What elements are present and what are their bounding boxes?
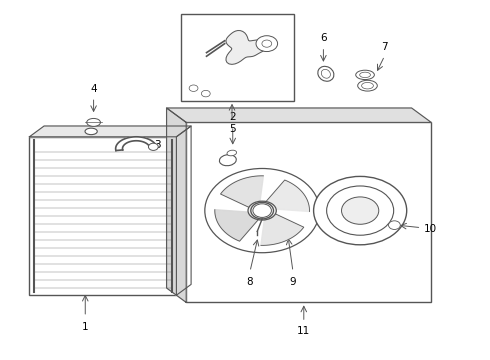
Polygon shape [261, 212, 304, 246]
Ellipse shape [318, 66, 334, 81]
Text: 3: 3 [154, 140, 161, 150]
Ellipse shape [85, 128, 97, 135]
Text: 5: 5 [229, 124, 235, 134]
Polygon shape [226, 31, 269, 64]
Ellipse shape [248, 201, 276, 220]
Circle shape [327, 186, 393, 235]
Text: 10: 10 [424, 224, 437, 234]
Circle shape [205, 168, 319, 253]
Text: 11: 11 [297, 326, 311, 336]
Polygon shape [29, 126, 191, 137]
Ellipse shape [358, 80, 377, 91]
Ellipse shape [87, 118, 100, 126]
Bar [29, 137, 176, 295]
Polygon shape [264, 180, 310, 212]
Text: 6: 6 [320, 33, 327, 43]
Circle shape [253, 204, 271, 217]
Ellipse shape [321, 69, 330, 78]
Polygon shape [215, 210, 260, 241]
Ellipse shape [227, 150, 237, 156]
Circle shape [148, 143, 158, 150]
Circle shape [389, 221, 400, 229]
Circle shape [256, 36, 277, 51]
Text: 7: 7 [381, 42, 388, 52]
Circle shape [262, 40, 271, 47]
Polygon shape [167, 108, 186, 302]
Polygon shape [176, 126, 191, 295]
Polygon shape [167, 108, 431, 122]
Bar [186, 122, 431, 302]
Polygon shape [220, 176, 264, 209]
Text: 1: 1 [82, 322, 89, 332]
Circle shape [314, 176, 407, 245]
Circle shape [201, 90, 210, 97]
Ellipse shape [356, 70, 374, 80]
Text: 8: 8 [246, 277, 253, 287]
Circle shape [342, 197, 379, 224]
Text: 4: 4 [90, 84, 97, 94]
Circle shape [251, 202, 273, 219]
Polygon shape [116, 137, 156, 150]
Ellipse shape [362, 82, 373, 89]
Text: 9: 9 [290, 277, 296, 287]
Circle shape [189, 85, 198, 91]
Ellipse shape [360, 72, 370, 78]
Ellipse shape [220, 155, 236, 166]
Bar [181, 14, 294, 101]
Text: 2: 2 [229, 112, 236, 122]
